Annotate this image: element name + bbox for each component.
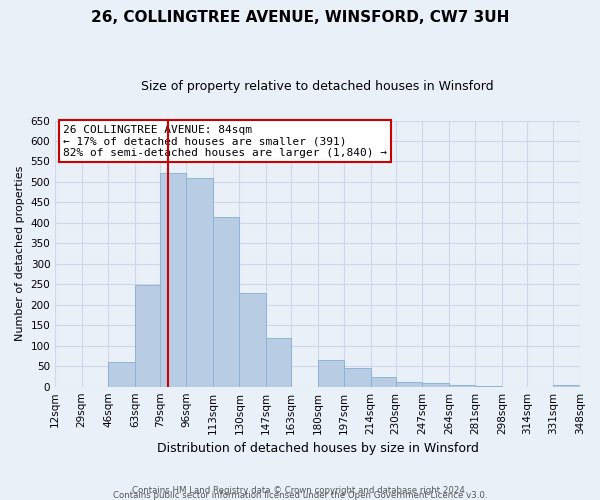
Bar bbox=[422, 384, 449, 386]
Bar bbox=[395, 382, 422, 386]
Bar bbox=[135, 285, 160, 386]
Text: Contains public sector information licensed under the Open Government Licence v3: Contains public sector information licen… bbox=[113, 490, 487, 500]
Bar bbox=[553, 384, 580, 386]
X-axis label: Distribution of detached houses by size in Winsford: Distribution of detached houses by size … bbox=[157, 442, 479, 455]
Bar bbox=[160, 173, 187, 386]
Bar bbox=[213, 217, 239, 386]
Bar bbox=[317, 360, 344, 386]
Bar bbox=[108, 362, 135, 386]
Bar bbox=[187, 178, 213, 386]
Title: Size of property relative to detached houses in Winsford: Size of property relative to detached ho… bbox=[141, 80, 494, 93]
Text: Contains HM Land Registry data © Crown copyright and database right 2024.: Contains HM Land Registry data © Crown c… bbox=[132, 486, 468, 495]
Text: 26 COLLINGTREE AVENUE: 84sqm
← 17% of detached houses are smaller (391)
82% of s: 26 COLLINGTREE AVENUE: 84sqm ← 17% of de… bbox=[63, 124, 387, 158]
Text: 26, COLLINGTREE AVENUE, WINSFORD, CW7 3UH: 26, COLLINGTREE AVENUE, WINSFORD, CW7 3U… bbox=[91, 10, 509, 25]
Y-axis label: Number of detached properties: Number of detached properties bbox=[15, 166, 25, 342]
Bar bbox=[266, 338, 291, 386]
Bar bbox=[371, 377, 395, 386]
Bar bbox=[344, 368, 371, 386]
Bar bbox=[239, 292, 266, 386]
